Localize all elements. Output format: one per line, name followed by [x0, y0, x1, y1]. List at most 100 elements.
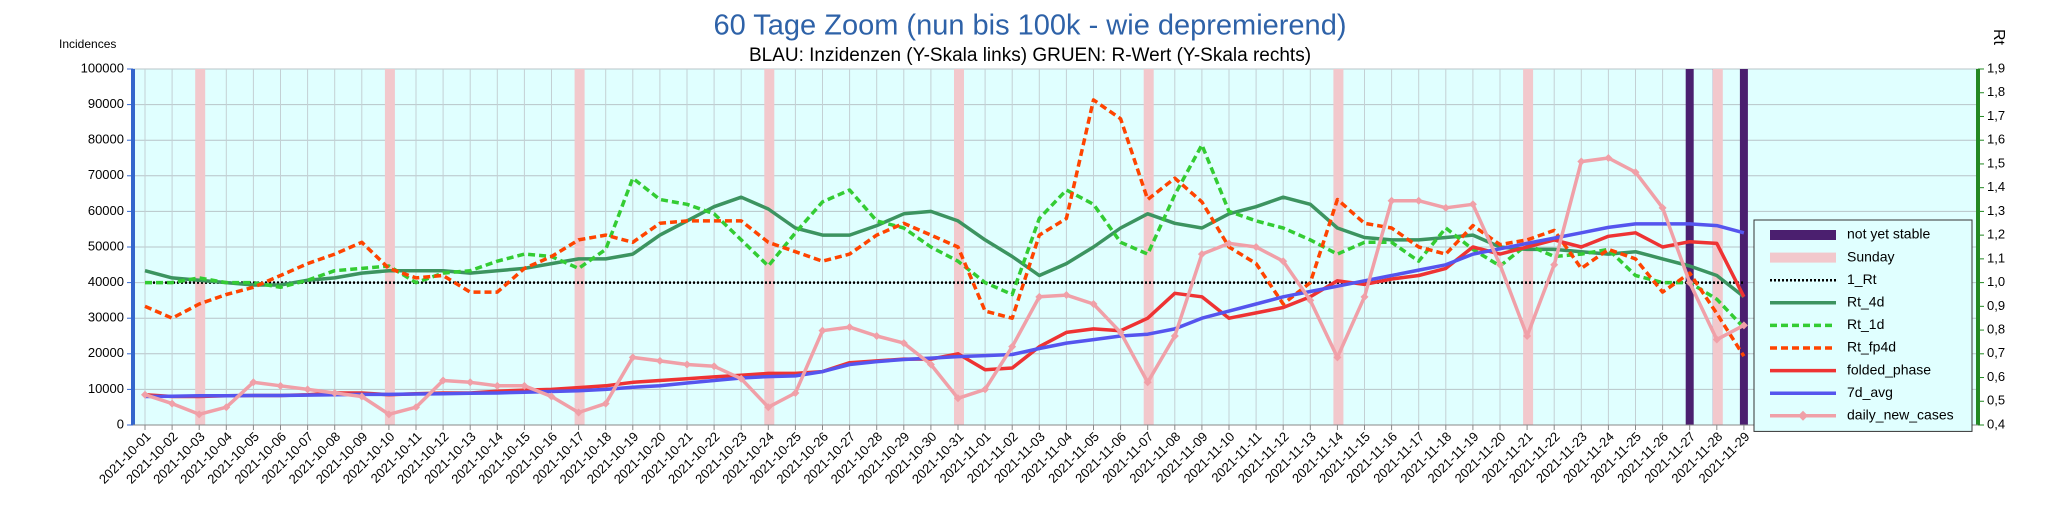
y2-tick-label: 1,0 — [1987, 274, 2005, 289]
marker — [168, 399, 177, 408]
legend-label: daily_new_cases — [1847, 407, 1954, 423]
marker — [1441, 203, 1450, 212]
marker — [1414, 196, 1423, 205]
bar — [1143, 69, 1154, 425]
marker — [1062, 291, 1071, 300]
legend-label: Rt_fp4d — [1847, 339, 1896, 355]
marker — [1279, 257, 1288, 266]
line-series — [144, 98, 1746, 358]
y2-tick-label: 0,7 — [1987, 345, 2005, 360]
y2-tick-label: 1,1 — [1987, 250, 2005, 265]
chart-subtitle: BLAU: Inzidenzen (Y-Skala links) GRUEN: … — [749, 45, 1311, 66]
y2-tick-label: 1,6 — [1987, 132, 2005, 147]
y-tick-label: 80000 — [88, 132, 124, 147]
y-tick-label: 90000 — [88, 96, 124, 111]
marker — [574, 408, 583, 417]
marker — [737, 374, 746, 383]
marker — [1685, 278, 1694, 287]
marker — [547, 392, 556, 401]
marker — [981, 385, 990, 394]
marker — [1170, 332, 1179, 340]
bar — [384, 69, 395, 425]
y2-axis-label: Rt — [1990, 29, 2007, 46]
marker — [1631, 168, 1640, 177]
marker — [1604, 154, 1613, 162]
y2-tick-label: 1,9 — [1987, 60, 2005, 75]
marker — [1008, 342, 1017, 351]
marker — [899, 339, 908, 348]
legend-swatch — [1770, 230, 1836, 240]
marker — [222, 403, 231, 412]
marker — [1658, 203, 1667, 212]
marker — [926, 360, 935, 369]
marker — [1089, 299, 1098, 308]
y2-tick-label: 1,3 — [1987, 203, 2005, 218]
legend-label: Sunday — [1847, 248, 1894, 264]
legend-label: Rt_4d — [1847, 294, 1884, 310]
y-tick-label: 20000 — [88, 345, 124, 360]
marker — [764, 403, 773, 412]
marker — [439, 376, 448, 385]
y2-tick-label: 0,5 — [1987, 393, 2005, 408]
marker — [1496, 260, 1504, 269]
marker — [303, 385, 312, 394]
marker — [384, 410, 393, 419]
y-tick-label: 40000 — [88, 274, 124, 289]
line-series — [144, 222, 1745, 399]
marker — [1468, 200, 1477, 209]
marker — [520, 381, 529, 390]
y2-tick-label: 0,4 — [1987, 416, 2005, 431]
marker — [1712, 335, 1721, 344]
marker — [1252, 243, 1261, 251]
y2-tick-label: 0,8 — [1987, 322, 2005, 337]
bar — [1739, 69, 1748, 425]
marker — [1333, 353, 1342, 362]
marker — [1360, 292, 1369, 301]
y-axis-label: Incidences — [59, 37, 116, 51]
line-series — [144, 156, 1745, 417]
y-tick-label: 60000 — [88, 203, 124, 218]
marker — [412, 403, 420, 412]
legend-label: folded_phase — [1847, 361, 1931, 377]
marker — [791, 388, 800, 397]
legend-label: not yet stable — [1847, 226, 1930, 242]
marker — [683, 360, 691, 369]
marker — [1306, 296, 1315, 305]
bar — [764, 69, 775, 425]
bar — [574, 69, 585, 425]
legend-label: 7d_avg — [1847, 384, 1893, 400]
y2-tick-label: 1,2 — [1987, 227, 2005, 242]
chart-title: 60 Tage Zoom (nun bis 100k - wie depremi… — [714, 10, 1347, 42]
marker — [195, 410, 204, 419]
marker — [1739, 321, 1748, 330]
y2-tick-label: 1,4 — [1987, 179, 2005, 194]
legend-label: Rt_1d — [1847, 316, 1884, 332]
legend-label: 1_Rt — [1847, 271, 1877, 287]
marker — [655, 356, 664, 365]
y-tick-label: 0 — [117, 416, 124, 431]
y-tick-label: 100000 — [81, 60, 124, 75]
marker — [818, 326, 827, 335]
y2-tick-label: 0,6 — [1987, 369, 2005, 384]
marker — [249, 378, 258, 387]
marker — [357, 392, 366, 401]
marker — [1387, 196, 1396, 205]
y2-tick-label: 0,9 — [1987, 298, 2005, 313]
marker — [954, 394, 962, 403]
marker — [710, 362, 719, 371]
bar — [195, 69, 206, 425]
y-tick-label: 30000 — [88, 310, 124, 325]
marker — [1197, 250, 1206, 259]
y2-tick-label: 1,7 — [1987, 108, 2005, 123]
marker — [1143, 378, 1152, 387]
y2-tick-label: 1,5 — [1987, 155, 2005, 170]
marker — [276, 381, 285, 390]
marker — [1225, 239, 1233, 248]
marker — [1116, 328, 1125, 337]
marker — [141, 390, 149, 399]
marker — [1035, 292, 1044, 301]
line-series — [144, 195, 1745, 299]
marker — [1577, 157, 1586, 166]
